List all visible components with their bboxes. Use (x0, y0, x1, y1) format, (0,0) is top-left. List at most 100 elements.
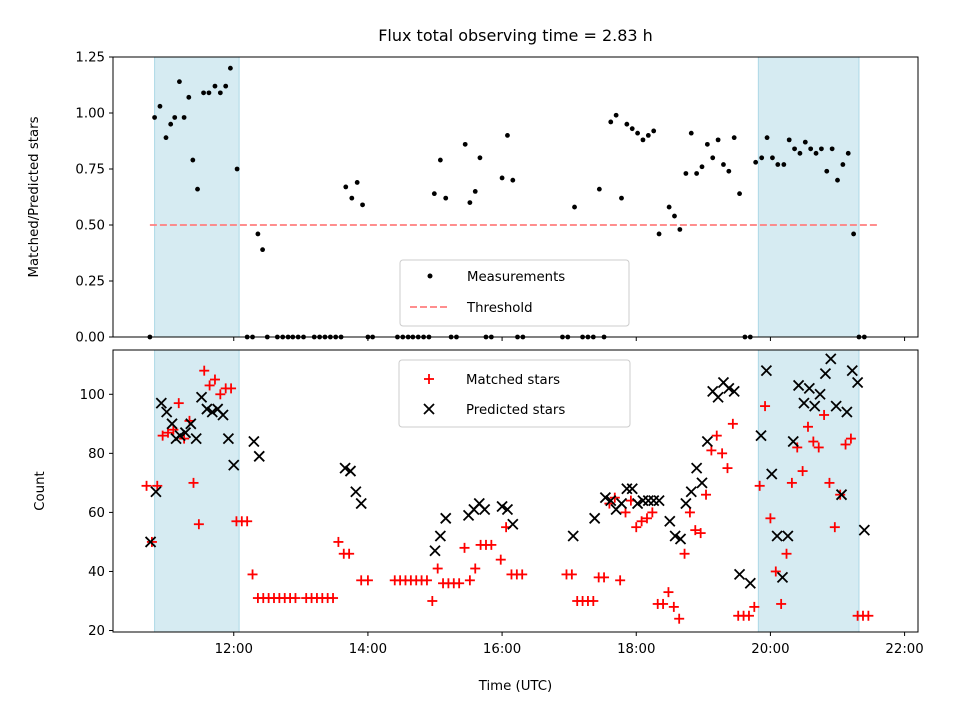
matched-star-point (819, 409, 830, 420)
measurement-point (354, 180, 360, 185)
measurement-point (190, 157, 196, 163)
x-mark-b (792, 379, 805, 392)
x-mark-b (728, 385, 740, 397)
measurement-point (775, 162, 781, 167)
predicted-star-point (501, 503, 514, 516)
predicted-star-point (599, 492, 612, 504)
count-panel: 20 40 60 80 100 12:00 14:00 16:00 18:00 20:00 22:… (33, 349, 924, 694)
x-mark-b (605, 494, 617, 507)
matched-star-point (427, 595, 438, 606)
matched-star-point (754, 480, 765, 491)
predicted-star-point (723, 382, 735, 395)
matched-star-point (722, 463, 733, 474)
measurement-point (731, 135, 737, 141)
count-y-ticks: 20 40 60 80 100 (80, 388, 113, 639)
predicted-star-point (766, 468, 778, 480)
matched-star-point (706, 445, 717, 456)
matched-star-point (454, 578, 465, 589)
measurement-point (813, 150, 819, 156)
measurement-point (770, 155, 775, 161)
x-mark-b (637, 494, 649, 507)
ratio-legend-box (399, 259, 630, 327)
measurement-point (234, 166, 240, 172)
matched-star-point (679, 548, 690, 559)
predicted-star-point (690, 462, 703, 474)
x-mark-b (248, 435, 260, 448)
x-mark-b (809, 400, 821, 412)
legend-matched-label: Matched stars (466, 373, 560, 388)
measurement-point (688, 130, 694, 136)
predicted-star-point (179, 427, 192, 439)
matched-star-point (215, 389, 226, 400)
count-legend-box (398, 359, 631, 428)
matched-star-point (290, 593, 301, 604)
measurement-point (467, 200, 473, 206)
measurement-point (217, 90, 223, 96)
x-mark-b (819, 367, 832, 380)
x-mark-b (179, 427, 192, 439)
x-tick-label: 16:00 (483, 642, 521, 657)
x-mark-b (648, 494, 660, 507)
count-x-ticks: 12:00 14:00 16:00 18:00 20:00 22:00 (215, 632, 924, 657)
count-y-tick-label: 40 (88, 565, 105, 580)
x-mark-b (201, 403, 213, 415)
measurement-point (819, 146, 824, 152)
matched-star-point (792, 442, 803, 453)
predicted-star-point (440, 512, 452, 524)
measurement-point (255, 231, 261, 237)
measurement-point (683, 171, 689, 176)
legend-measurements-marker (427, 273, 433, 279)
x-mark-b (479, 503, 491, 516)
x-mark-b (825, 353, 837, 365)
predicted-star-point (631, 497, 644, 510)
predicted-star-point (185, 418, 197, 430)
predicted-stars-points (144, 353, 870, 589)
predicted-star-point (841, 406, 853, 418)
matched-star-point (615, 575, 626, 586)
x-mark-b (339, 462, 351, 474)
x-mark-b (653, 494, 665, 507)
measurement-point (572, 204, 577, 210)
predicted-star-point (248, 435, 260, 448)
predicted-star-point (206, 406, 218, 418)
x-mark-b (344, 465, 357, 477)
matched-star-point (717, 448, 728, 459)
measurement-point (694, 171, 700, 176)
x-mark-b (744, 577, 756, 589)
measurement-point (781, 162, 787, 167)
measurement-point (672, 213, 677, 219)
matched-star-point (663, 587, 674, 598)
x-mark-b (429, 545, 441, 557)
x-mark-b (798, 397, 810, 409)
matched-star-point (146, 536, 157, 547)
legend-predicted-label: Predicted stars (466, 403, 565, 418)
matched-star-point (141, 480, 152, 491)
measurement-point (656, 231, 662, 237)
count-y-axis-label: Count (33, 471, 48, 511)
predicted-star-point (669, 530, 681, 542)
measurement-point (792, 146, 797, 152)
observing-window-span (154, 56, 240, 338)
measurement-point (613, 112, 619, 118)
chart-title: Flux total observing time = 2.83 h (378, 26, 653, 45)
legend-x-glyph (423, 403, 435, 415)
x-mark-b (685, 486, 697, 498)
matched-star-point (765, 513, 776, 524)
observing-window-span (757, 56, 860, 338)
predicted-star-point (792, 379, 805, 392)
matched-star-point (674, 613, 685, 624)
predicted-star-point (201, 403, 213, 415)
measurement-point (499, 175, 505, 181)
x-mark-b (766, 468, 778, 480)
predicted-star-point (685, 486, 697, 498)
predicted-star-point (858, 524, 870, 536)
measurement-point (845, 150, 851, 156)
legend-threshold-label: Threshold (466, 301, 533, 316)
x-mark-b (190, 432, 202, 445)
predicted-star-point (144, 536, 157, 548)
measurement-point (360, 202, 365, 208)
predicted-star-point (696, 477, 708, 489)
ratio-y-ticks: 0.00 0.25 0.50 0.75 1.00 1.25 (75, 51, 113, 346)
predicted-star-point (434, 530, 447, 542)
